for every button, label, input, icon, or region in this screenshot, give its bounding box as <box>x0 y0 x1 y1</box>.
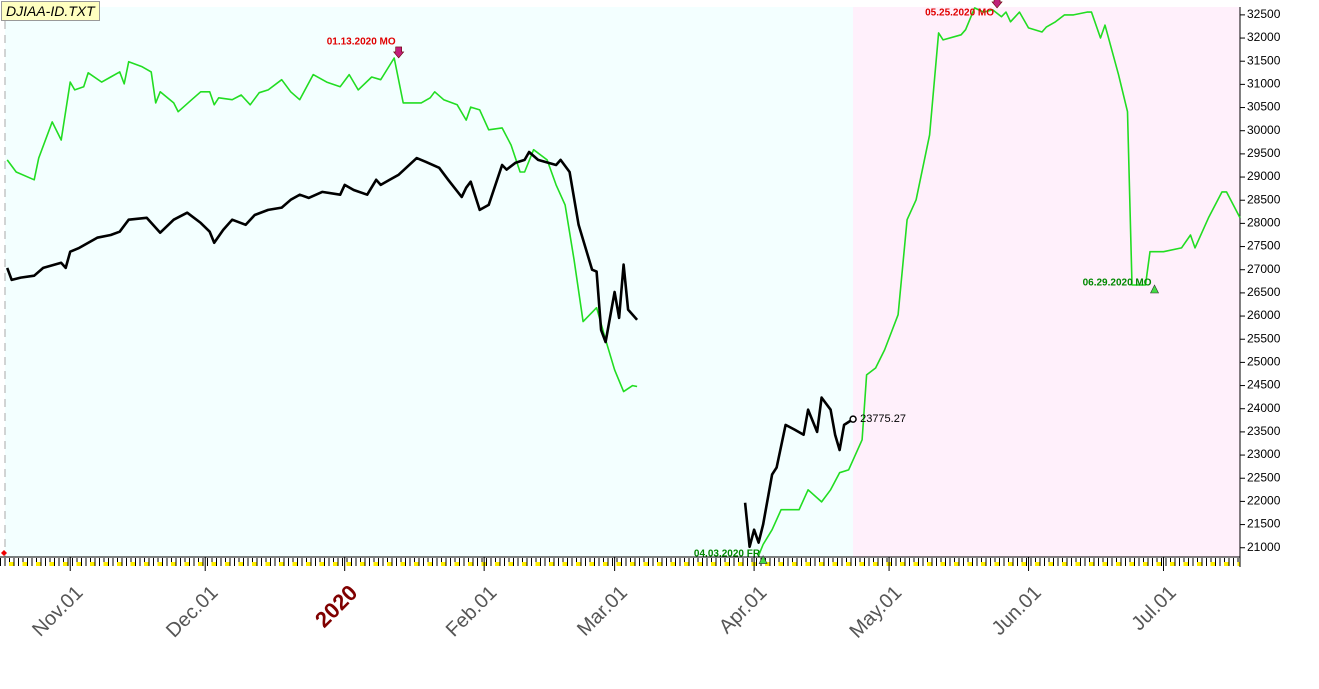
origin-marker <box>1 550 7 556</box>
annotation-marker <box>758 554 768 564</box>
annotation-marker <box>849 415 857 423</box>
y-tick-label: 23500 <box>1247 424 1281 438</box>
y-tick-label: 25000 <box>1247 355 1281 369</box>
minor-ticks-highlight <box>0 562 1240 566</box>
y-tick-label: 24000 <box>1247 401 1281 415</box>
annotation-label: 06.29.2020 MO <box>1083 278 1152 289</box>
region-after <box>853 7 1240 557</box>
y-tick-label: 26500 <box>1247 285 1281 299</box>
annotation-label: 04.03.2020 FR <box>694 548 761 559</box>
y-tick-label: 30500 <box>1247 100 1281 114</box>
x-tick-label: Feb.01 <box>442 582 502 642</box>
x-tick-label: Mar.01 <box>573 582 632 641</box>
chart-title: DJIAA-ID.TXT <box>1 1 100 21</box>
y-tick-label: 24500 <box>1247 378 1281 392</box>
x-tick-label: Apr.01 <box>715 582 771 638</box>
y-tick-label: 21500 <box>1247 517 1281 531</box>
y-tick-label: 31500 <box>1247 53 1281 67</box>
annotation-label: 05.25.2020 MO <box>925 8 994 19</box>
annotation-marker <box>1150 284 1160 294</box>
series-line <box>5 150 854 549</box>
y-tick-label: 22500 <box>1247 470 1281 484</box>
y-tick-label: 32500 <box>1247 7 1281 21</box>
y-tick-label: 29500 <box>1247 146 1281 160</box>
x-tick-label: May.01 <box>845 582 906 643</box>
y-tick-label: 32000 <box>1247 30 1281 44</box>
y-tick-label: 21000 <box>1247 540 1281 554</box>
x-tick-label: Dec.01 <box>162 582 222 642</box>
annotation-label: 23775.27 <box>860 413 906 425</box>
y-tick-label: 28500 <box>1247 192 1281 206</box>
y-tick-label: 23000 <box>1247 447 1281 461</box>
y-tick-label: 25500 <box>1247 331 1281 345</box>
x-tick-label: Jul.01 <box>1127 582 1180 635</box>
annotation-label: 01.13.2020 MO <box>327 37 396 48</box>
y-tick-label: 22000 <box>1247 494 1281 508</box>
x-tick-label: 2020 <box>310 580 362 632</box>
y-tick-label: 31000 <box>1247 77 1281 91</box>
y-tick-label: 30000 <box>1247 123 1281 137</box>
annotation-marker <box>393 46 405 59</box>
y-tick-label: 29000 <box>1247 169 1281 183</box>
y-tick-label: 27000 <box>1247 262 1281 276</box>
region-before <box>5 7 853 557</box>
annotation-marker <box>991 0 1003 9</box>
y-tick-label: 28000 <box>1247 216 1281 230</box>
x-tick-label: Nov.01 <box>28 582 87 641</box>
y-tick-label: 26000 <box>1247 308 1281 322</box>
y-tick-label: 27500 <box>1247 239 1281 253</box>
x-tick-label: Jun.01 <box>988 582 1046 640</box>
